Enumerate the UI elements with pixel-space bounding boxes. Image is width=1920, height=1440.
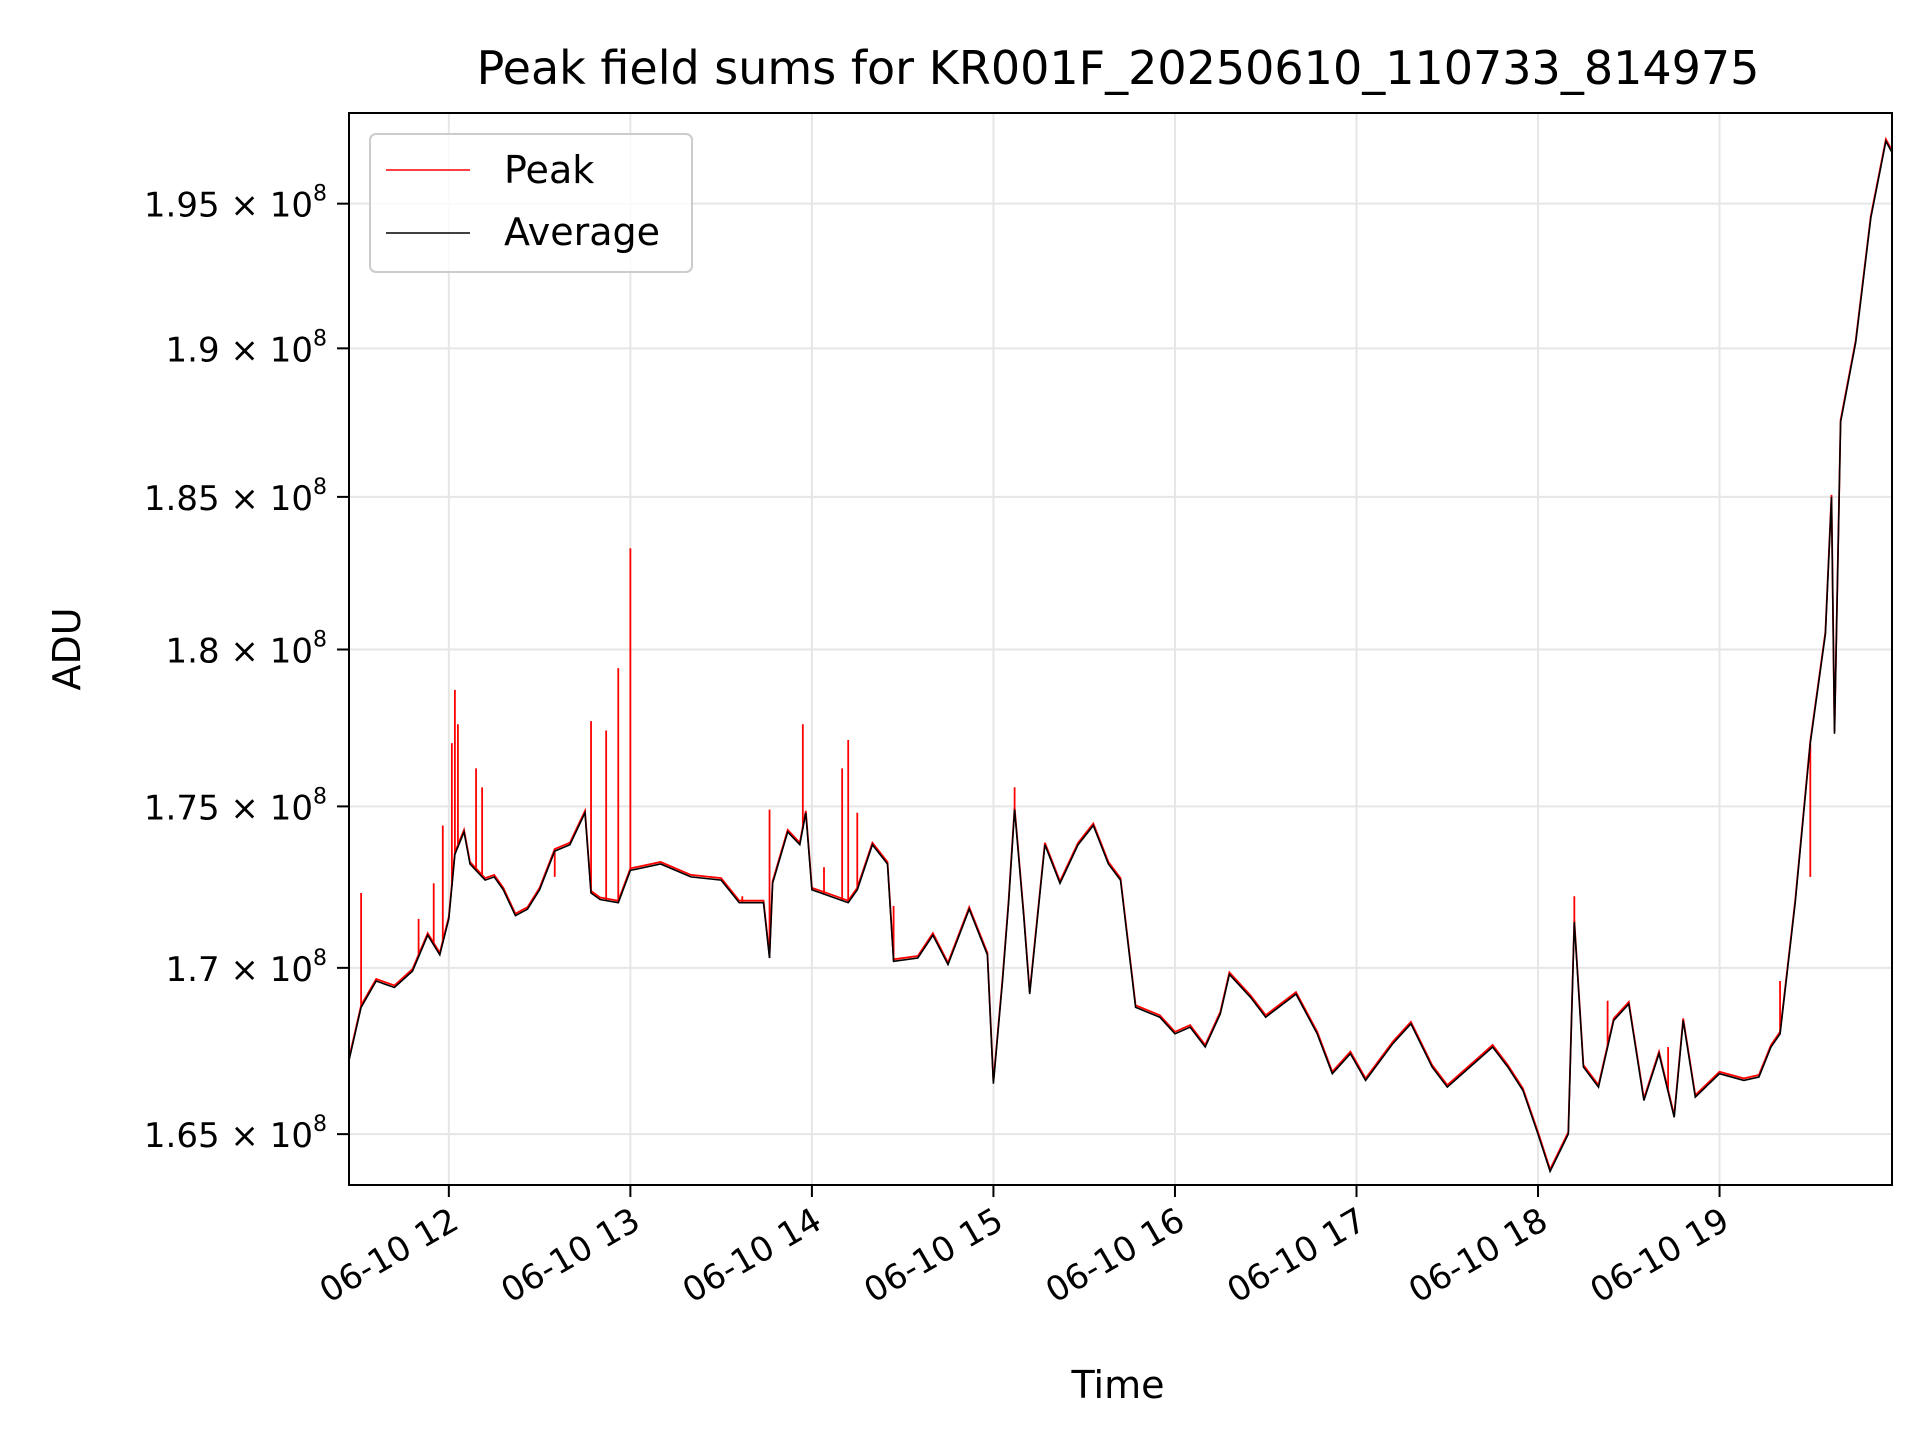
chart-title: Peak field sums for KR001F_20250610_1107… (477, 41, 1760, 95)
y-tick-mantissa: 1.7 (166, 950, 220, 990)
y-tick-exponent: 8 (313, 326, 327, 351)
grid (349, 113, 1892, 1185)
legend-label-peak: Peak (504, 148, 594, 192)
y-tick-label: 1.8 × 108 (166, 627, 327, 671)
y-tick-mantissa: 1.8 (166, 631, 220, 671)
y-tick-exponent: 8 (313, 1112, 327, 1137)
y-tick-mantissa: 1.75 (144, 788, 220, 828)
y-tick-label: 1.65 × 108 (144, 1112, 327, 1156)
series-average-line (349, 138, 1892, 1174)
x-axis-label: Time (1071, 1363, 1165, 1407)
y-tick-exponent: 8 (313, 475, 327, 500)
y-tick-exponent: 8 (313, 182, 327, 207)
legend: Peak Average (369, 133, 693, 273)
legend-box (369, 133, 693, 273)
y-tick-exponent: 8 (313, 627, 327, 652)
y-tick-mantissa: 1.9 (166, 330, 220, 370)
y-tick-label: 1.95 × 108 (144, 182, 327, 226)
y-tick-exponent: 8 (313, 946, 327, 971)
y-tick-label: 1.75 × 108 (144, 784, 327, 828)
y-axis-label: ADU (45, 607, 89, 690)
legend-label-average: Average (504, 210, 660, 254)
y-tick-mantissa: 1.65 (144, 1116, 220, 1156)
series-layer (349, 136, 1892, 1174)
y-tick-label: 1.85 × 108 (144, 475, 327, 519)
y-tick-mantissa: 1.85 (144, 479, 220, 519)
y-tick-label: 1.7 × 108 (166, 946, 327, 990)
y-tick-mantissa: 1.95 (144, 186, 220, 226)
y-tick-exponent: 8 (313, 784, 327, 809)
y-tick-label: 1.9 × 108 (166, 326, 327, 370)
